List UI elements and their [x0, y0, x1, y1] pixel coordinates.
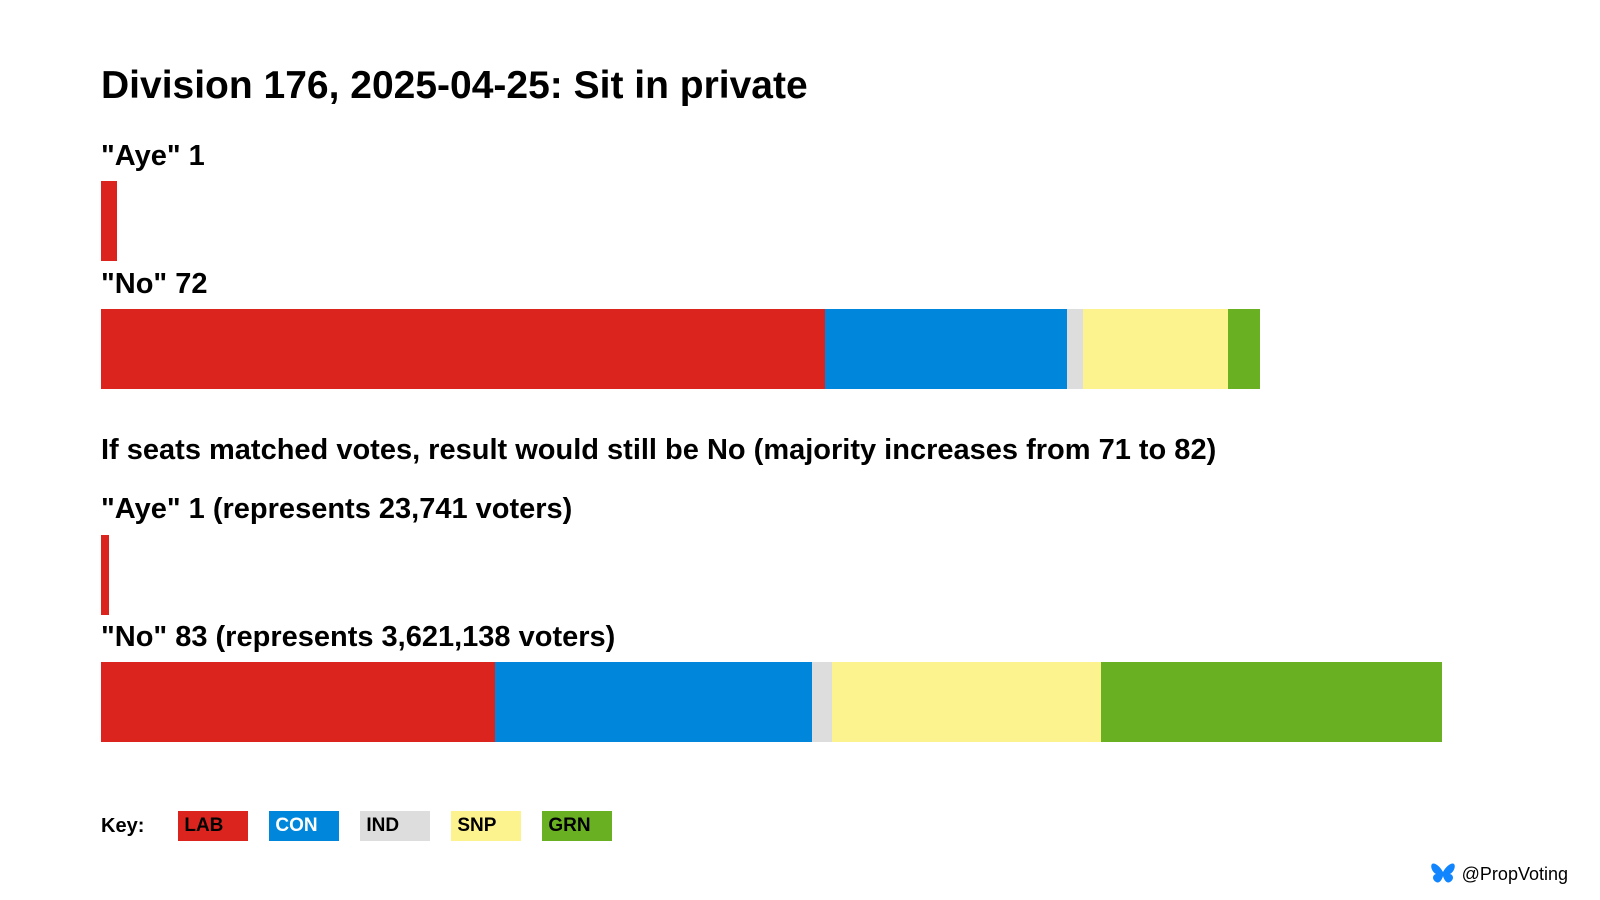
no-proportional-label: "No" 83 (represents 3,621,138 voters) — [101, 621, 616, 653]
bar-segment-lab — [101, 535, 110, 615]
bar-segment-lab — [101, 181, 118, 261]
bar-segment-grn — [1227, 309, 1260, 389]
bar-segment-con — [495, 662, 813, 742]
bar-segment-lab — [101, 309, 826, 389]
aye-proportional-label: "Aye" 1 (represents 23,741 voters) — [101, 493, 573, 525]
bar-segment-con — [825, 309, 1067, 389]
chart-title: Division 176, 2025-04-25: Sit in private — [101, 64, 808, 107]
aye-actual-bar — [101, 181, 118, 261]
bar-segment-snp — [831, 662, 1101, 742]
legend-item-con: CON — [269, 811, 340, 841]
bar-segment-grn — [1100, 662, 1442, 742]
no-actual-label: "No" 72 — [101, 268, 208, 300]
legend-item-lab: LAB — [178, 811, 249, 841]
credit: @PropVoting — [1430, 860, 1568, 888]
no-proportional-bar — [101, 662, 1442, 742]
aye-actual-label: "Aye" 1 — [101, 140, 205, 172]
credit-handle: @PropVoting — [1461, 863, 1568, 884]
legend: Key: LAB CON IND SNP GRN — [101, 811, 633, 841]
legend-item-ind: IND — [360, 811, 431, 841]
legend-item-grn: GRN — [542, 811, 613, 841]
butterfly-icon — [1430, 863, 1455, 883]
bar-segment-ind — [812, 662, 832, 742]
legend-item-snp: SNP — [451, 811, 522, 841]
bar-segment-snp — [1082, 309, 1228, 389]
bar-segment-ind — [1066, 309, 1083, 389]
proportional-note: If seats matched votes, result would sti… — [101, 434, 1217, 466]
no-actual-bar — [101, 309, 1260, 389]
aye-proportional-bar — [101, 535, 110, 615]
legend-label: Key: — [101, 814, 145, 837]
bar-segment-lab — [101, 662, 496, 742]
